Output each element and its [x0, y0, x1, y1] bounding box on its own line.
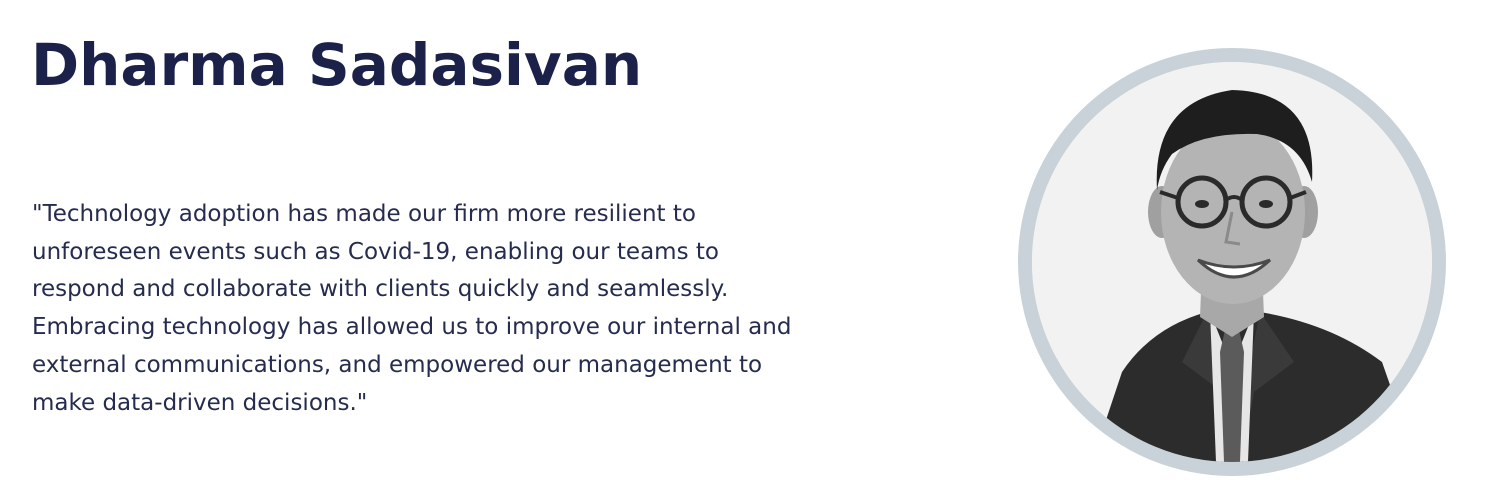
quote-line: Embracing technology has allowed us to i…: [32, 314, 792, 341]
quote-line: external communications, and empowered o…: [32, 351, 763, 378]
person-name: Dharma Sadasivan: [31, 31, 643, 99]
quote-line: respond and collaborate with clients qui…: [32, 276, 729, 303]
testimonial-quote: "Technology adoption has made our firm m…: [32, 196, 992, 422]
quote-line: unforeseen events such as Covid-19, enab…: [32, 238, 719, 265]
quote-line: "Technology adoption has made our firm m…: [32, 201, 696, 227]
person-portrait-icon: [1032, 62, 1432, 462]
quote-line: make data-driven decisions.": [32, 389, 368, 416]
